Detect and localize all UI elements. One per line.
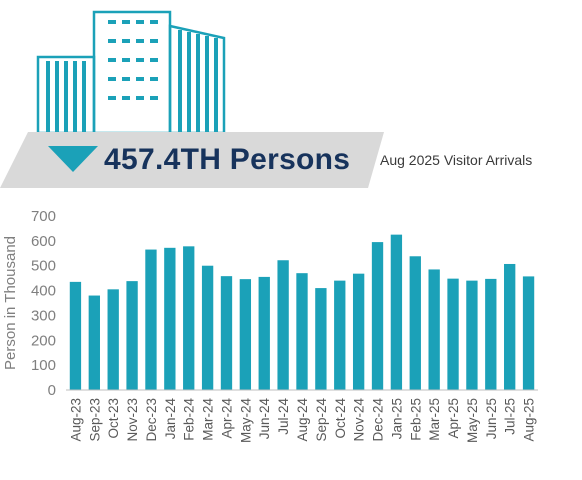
building-window <box>150 20 158 24</box>
x-tick-label: Sep-24 <box>314 398 329 442</box>
building-window <box>136 77 144 81</box>
bar-jun-24 <box>258 276 270 390</box>
office-buildings-icon <box>36 10 226 135</box>
bar-dec-24 <box>371 242 384 390</box>
headline-value: 457.4TH Persons <box>104 143 351 176</box>
down-arrow-icon <box>48 146 98 172</box>
bar-dec-23 <box>145 249 157 390</box>
x-tick-label: Jul-25 <box>503 398 518 435</box>
building-window <box>150 58 158 62</box>
y-tick-label: 0 <box>48 382 56 399</box>
building-window <box>108 77 116 81</box>
x-tick-label: Feb-24 <box>182 398 197 441</box>
headline-subtitle: Aug 2025 Visitor Arrivals <box>380 152 533 168</box>
x-tick-label: Nov-23 <box>125 398 140 442</box>
x-tick-label: Mar-25 <box>427 398 442 441</box>
bar-oct-24 <box>334 280 346 390</box>
building-window <box>122 77 130 81</box>
bar-jan-24 <box>164 247 176 390</box>
x-tick-label: Feb-25 <box>408 398 423 441</box>
bar-sep-23 <box>88 295 100 390</box>
x-tick-label: Sep-23 <box>87 398 102 442</box>
building-window <box>108 58 116 62</box>
bar-sep-24 <box>315 288 327 390</box>
bar-jun-25 <box>485 278 497 390</box>
bar-apr-24 <box>220 276 233 390</box>
bar-oct-23 <box>107 289 119 390</box>
bar-nov-24 <box>352 273 365 390</box>
bar-may-24 <box>239 279 252 390</box>
x-tick-label: Aug-25 <box>522 398 537 442</box>
bar-nov-23 <box>126 281 138 390</box>
y-tick-label: 400 <box>31 283 56 300</box>
x-tick-label: Jul-24 <box>276 398 291 435</box>
y-tick-label: 500 <box>31 258 56 275</box>
y-axis-title: Person in Thousand <box>2 236 19 370</box>
headline-banner <box>0 132 384 188</box>
building-window <box>136 96 144 100</box>
y-tick-label: 300 <box>31 307 56 324</box>
building-window <box>150 96 158 100</box>
bar-may-25 <box>466 280 478 390</box>
x-tick-label: Jan-25 <box>389 398 404 439</box>
x-tick-label: Oct-24 <box>333 398 348 439</box>
building-window <box>122 39 130 43</box>
y-tick-label: 200 <box>31 332 56 349</box>
bar-aug-24 <box>296 273 308 390</box>
y-tick-label: 600 <box>31 233 56 250</box>
building-window <box>122 58 130 62</box>
building-window <box>136 58 144 62</box>
bar-mar-25 <box>428 269 440 390</box>
building-window <box>150 77 158 81</box>
bar-feb-24 <box>183 246 195 390</box>
x-tick-label: Dec-24 <box>371 398 386 442</box>
bar-apr-25 <box>447 278 459 390</box>
bar-aug-23 <box>69 281 82 390</box>
building-window <box>108 39 116 43</box>
x-tick-label: Aug-23 <box>68 398 83 442</box>
visitor-arrivals-bar-chart: Person in Thousand 0 100 200 300 400 500 600 70… <box>2 208 538 444</box>
x-tick-label: Oct-23 <box>106 398 121 439</box>
building-window <box>108 96 116 100</box>
x-tick-label: Jun-25 <box>484 398 499 439</box>
x-tick-label: May-24 <box>238 398 253 444</box>
x-tick-label: Jun-24 <box>257 398 272 440</box>
x-tick-label: Dec-23 <box>144 398 159 442</box>
building-window <box>136 20 144 24</box>
bar-jul-25 <box>504 263 516 390</box>
bar-feb-25 <box>409 256 421 390</box>
x-tick-label: Jan-24 <box>163 398 178 440</box>
x-tick-label: Mar-24 <box>201 398 216 441</box>
x-tick-label: Nov-24 <box>352 398 367 442</box>
building-window <box>150 39 158 43</box>
building-window <box>108 20 116 24</box>
bar-aug-25 <box>522 276 535 390</box>
y-tick-label: 100 <box>31 357 56 374</box>
bar-jan-25 <box>390 234 403 390</box>
building-window <box>122 20 130 24</box>
building-window <box>122 96 130 100</box>
x-tick-label: Apr-24 <box>219 398 234 439</box>
bar-mar-24 <box>201 265 214 390</box>
x-tick-label: May-25 <box>465 398 480 443</box>
y-tick-label: 700 <box>31 208 56 225</box>
x-tick-label: Apr-25 <box>446 398 461 439</box>
bar-jul-24 <box>277 260 289 390</box>
x-tick-label: Aug-24 <box>295 398 310 442</box>
building-window <box>136 39 144 43</box>
